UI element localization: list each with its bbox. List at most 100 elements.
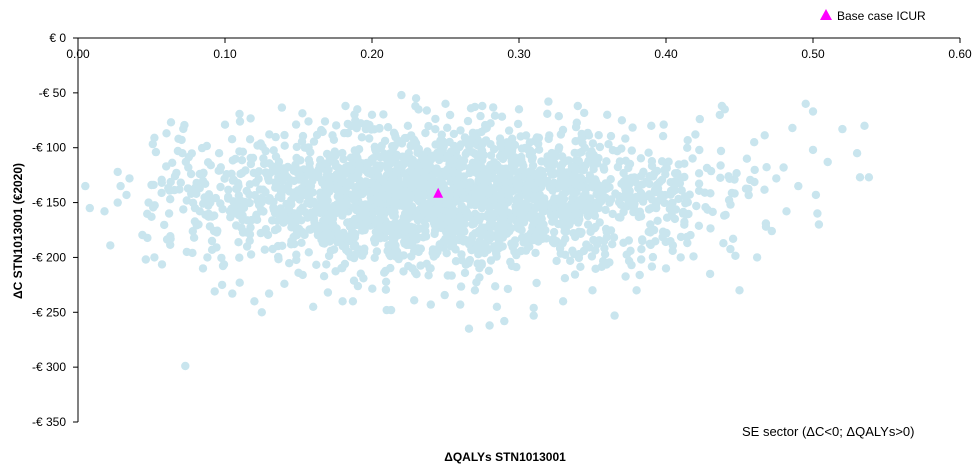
y-tick-label: -€ 50 (39, 86, 67, 100)
psa-point (293, 186, 303, 195)
psa-point (394, 136, 403, 146)
psa-point (772, 174, 781, 183)
psa-point (561, 205, 571, 215)
psa-point (238, 215, 247, 225)
psa-point (456, 140, 465, 149)
psa-point (338, 297, 347, 306)
psa-point (174, 134, 183, 143)
psa-point (684, 209, 693, 219)
psa-point (234, 181, 243, 191)
psa-point (603, 110, 612, 120)
psa-point (432, 208, 441, 218)
psa-point (160, 220, 169, 230)
x-tick-label: 0.50 (801, 47, 825, 61)
psa-point (635, 270, 644, 280)
psa-point (601, 205, 610, 215)
psa-point (353, 205, 362, 215)
psa-point (347, 230, 357, 239)
psa-point (449, 184, 458, 193)
psa-point (441, 167, 451, 176)
psa-point (464, 194, 473, 204)
psa-point (523, 145, 532, 154)
psa-point (150, 253, 159, 262)
psa-point (421, 128, 430, 138)
psa-point (468, 128, 478, 137)
psa-point (680, 159, 689, 168)
psa-point (479, 180, 489, 189)
psa-point (504, 126, 514, 135)
psa-point (636, 154, 646, 163)
psa-point (410, 296, 419, 305)
psa-point (519, 161, 528, 171)
psa-point (517, 225, 526, 235)
psa-point (469, 219, 479, 228)
psa-point (706, 224, 715, 233)
psa-point (259, 154, 268, 163)
psa-point (445, 200, 454, 209)
psa-point (414, 163, 423, 172)
psa-point (653, 216, 662, 225)
psa-point (507, 224, 516, 233)
psa-point (294, 214, 303, 223)
psa-point (667, 199, 676, 208)
psa-point (531, 248, 540, 258)
psa-point (508, 213, 517, 222)
psa-point (716, 161, 725, 170)
psa-point (620, 182, 629, 192)
x-tick-label: 0.00 (66, 47, 90, 61)
psa-point (125, 174, 134, 183)
psa-point (530, 217, 539, 226)
psa-point (414, 247, 423, 257)
psa-points (81, 90, 874, 371)
x-tick-label: 0.10 (213, 47, 237, 61)
psa-point (361, 206, 370, 215)
y-tick-label: -€ 150 (32, 196, 66, 210)
psa-point (477, 146, 487, 155)
psa-point (549, 178, 559, 188)
y-tick-label: -€ 250 (32, 305, 66, 319)
psa-point (628, 123, 637, 132)
psa-point (271, 179, 281, 188)
psa-point (332, 121, 341, 130)
psa-point (490, 111, 500, 120)
psa-point (498, 233, 507, 242)
psa-point (468, 231, 477, 240)
psa-point (285, 187, 294, 196)
psa-point (322, 260, 331, 269)
psa-point (331, 209, 340, 218)
psa-point (276, 187, 286, 196)
psa-point (422, 106, 431, 115)
psa-point (715, 110, 724, 120)
psa-point (334, 236, 344, 245)
psa-point (224, 194, 233, 203)
psa-point (406, 203, 415, 212)
psa-point (646, 220, 655, 229)
psa-point (423, 147, 432, 156)
psa-point (580, 199, 590, 208)
psa-point (670, 214, 680, 224)
psa-point (616, 213, 625, 222)
psa-point (400, 133, 410, 143)
psa-point (683, 136, 692, 145)
psa-point (591, 264, 600, 273)
psa-point (801, 99, 810, 109)
psa-point (429, 252, 438, 261)
base-case-icur-marker (433, 187, 444, 198)
psa-point (240, 197, 249, 207)
psa-point (472, 159, 481, 169)
psa-point (465, 163, 474, 173)
psa-point (157, 178, 166, 187)
psa-point (589, 235, 598, 245)
psa-point (407, 252, 416, 261)
psa-point (477, 259, 486, 268)
psa-point (590, 211, 600, 220)
x-tick-label: 0.30 (507, 47, 531, 61)
psa-point (369, 186, 378, 196)
psa-point (457, 224, 467, 233)
psa-point (577, 182, 586, 191)
psa-point (165, 186, 174, 195)
psa-point (306, 148, 315, 157)
psa-point (394, 185, 403, 194)
psa-point (621, 134, 630, 143)
psa-point (394, 162, 404, 171)
